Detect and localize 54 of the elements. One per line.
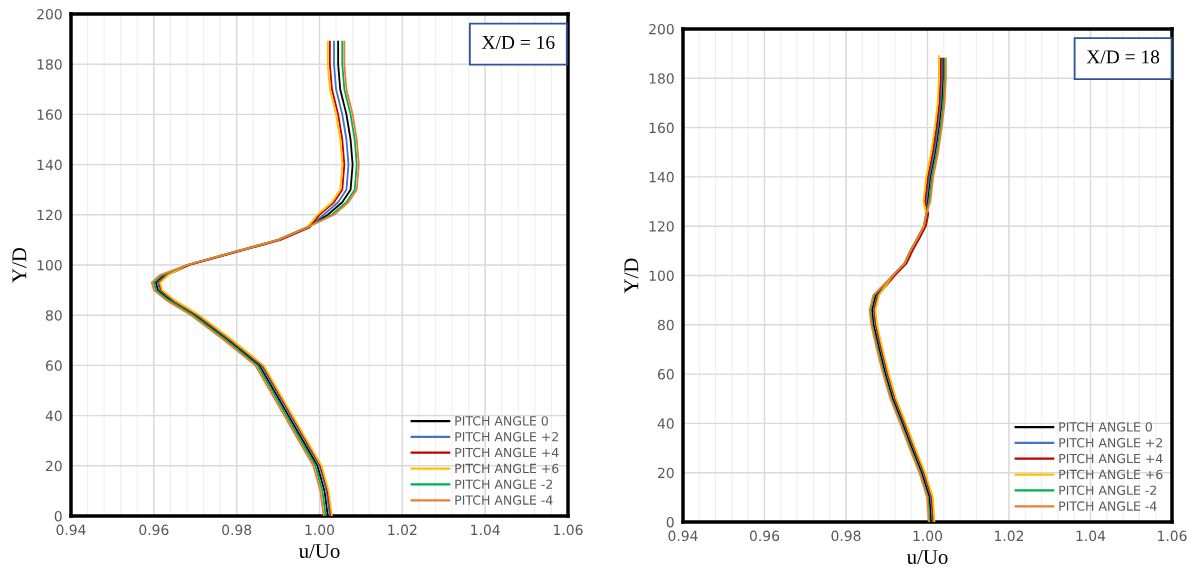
y-tick-label: 160 [649, 122, 674, 134]
y-tick-label: 60 [657, 369, 674, 380]
legend-label: PITCH ANGLE +4 [455, 447, 559, 458]
y-tick-label: 140 [649, 171, 674, 183]
y-tick-label: 20 [658, 467, 674, 479]
x-axis-title: u/Uo [906, 550, 948, 564]
y-tick-label: 180 [37, 59, 62, 70]
y-tick-label: 60 [45, 360, 62, 371]
y-axis-title: Y/D [624, 258, 639, 294]
y-tick-label: 0 [666, 516, 674, 528]
legend-label: PITCH ANGLE +2 [455, 431, 558, 442]
y-tick-label: 100 [649, 270, 674, 281]
x-tick-label: 1.04 [471, 524, 500, 536]
x-tick-label: 1.00 [305, 524, 335, 536]
y-axis-title: Y/D [12, 247, 27, 283]
x-tick-label: 0.94 [668, 530, 698, 542]
y-tick-label: 0 [54, 510, 62, 522]
y-tick-label: 20 [46, 460, 62, 472]
legend-label: PITCH ANGLE +6 [455, 463, 559, 474]
annotation: X/D = 16 [481, 35, 555, 49]
legend-label: PITCH ANGLE -4 [455, 495, 553, 505]
x-tick-label: 0.98 [222, 524, 252, 536]
y-tick-label: 80 [45, 310, 62, 321]
x-tick-label: 1.06 [554, 524, 583, 536]
legend-label: PITCH ANGLE 0 [1059, 422, 1152, 432]
legend-label: PITCH ANGLE -2 [1059, 485, 1157, 495]
legend-label: PITCH ANGLE +4 [1059, 453, 1163, 464]
x-tick-label: 1.02 [388, 524, 417, 536]
annotation: X/D = 18 [1086, 50, 1160, 64]
y-tick-label: 120 [37, 209, 62, 221]
y-tick-label: 40 [657, 418, 674, 429]
legend-label: PITCH ANGLE +2 [1059, 437, 1162, 448]
x-tick-label: 0.96 [749, 530, 780, 542]
y-tick-label: 100 [37, 259, 62, 271]
legend-label: PITCH ANGLE 0 [455, 416, 548, 426]
legend-label: PITCH ANGLE +6 [1059, 469, 1163, 480]
y-tick-label: 80 [657, 319, 674, 331]
x-tick-label: 0.94 [56, 524, 86, 536]
y-tick-label: 140 [37, 159, 62, 171]
y-tick-label: 40 [45, 410, 62, 422]
x-tick-label: 1.06 [1158, 530, 1187, 542]
y-tick-label: 200 [37, 8, 62, 20]
y-tick-label: 180 [649, 73, 674, 84]
x-tick-label: 1.04 [1076, 530, 1106, 542]
x-tick-label: 1.00 [913, 530, 943, 542]
legend-label: PITCH ANGLE -2 [455, 479, 553, 489]
y-tick-label: 120 [649, 221, 674, 232]
x-tick-label: 1.02 [995, 530, 1024, 542]
x-axis-title: u/Uo [298, 544, 340, 558]
x-tick-label: 0.96 [139, 524, 169, 536]
legend-label: PITCH ANGLE -4 [1059, 501, 1157, 511]
y-tick-label: 200 [649, 23, 674, 35]
y-tick-label: 160 [37, 109, 62, 120]
x-tick-label: 0.98 [831, 530, 861, 542]
